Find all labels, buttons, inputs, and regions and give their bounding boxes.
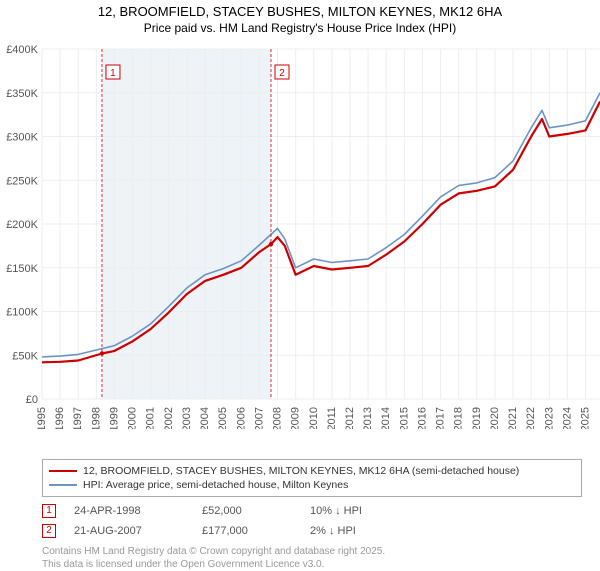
- svg-text:2003: 2003: [181, 407, 193, 429]
- svg-text:2022: 2022: [525, 407, 537, 429]
- svg-text:£200K: £200K: [6, 219, 38, 231]
- svg-text:2025: 2025: [580, 407, 592, 429]
- svg-text:2: 2: [279, 68, 285, 79]
- svg-text:1996: 1996: [54, 407, 66, 429]
- sale-hpi: 2% ↓ HPI: [310, 525, 400, 537]
- svg-text:2017: 2017: [435, 407, 447, 429]
- svg-text:2019: 2019: [471, 407, 483, 429]
- svg-text:2018: 2018: [453, 407, 465, 429]
- svg-text:1: 1: [110, 68, 116, 79]
- svg-text:2001: 2001: [145, 407, 157, 429]
- legend-swatch: [49, 484, 77, 486]
- svg-text:2010: 2010: [308, 407, 320, 429]
- svg-text:2014: 2014: [380, 407, 392, 429]
- svg-text:£50K: £50K: [12, 350, 38, 362]
- svg-text:£150K: £150K: [6, 263, 38, 275]
- svg-text:2004: 2004: [199, 407, 211, 429]
- svg-text:£350K: £350K: [6, 88, 38, 100]
- svg-text:2020: 2020: [489, 407, 501, 429]
- legend-row: 12, BROOMFIELD, STACEY BUSHES, MILTON KE…: [49, 464, 575, 478]
- svg-text:2008: 2008: [272, 407, 284, 429]
- svg-text:2024: 2024: [561, 407, 573, 429]
- chart-container: 12, BROOMFIELD, STACEY BUSHES, MILTON KE…: [0, 0, 600, 560]
- legend-label: HPI: Average price, semi-detached house,…: [83, 479, 348, 491]
- svg-text:2009: 2009: [290, 407, 302, 429]
- sale-row: 2 21-AUG-2007 £177,000 2% ↓ HPI: [42, 521, 600, 541]
- svg-text:2021: 2021: [507, 407, 519, 429]
- svg-text:2015: 2015: [398, 407, 410, 429]
- legend-row: HPI: Average price, semi-detached house,…: [49, 478, 575, 492]
- sale-date: 21-AUG-2007: [74, 525, 184, 537]
- legend-box: 12, BROOMFIELD, STACEY BUSHES, MILTON KE…: [42, 459, 582, 497]
- svg-text:£300K: £300K: [6, 131, 38, 143]
- svg-text:2000: 2000: [127, 407, 139, 429]
- sale-date: 24-APR-1998: [74, 505, 184, 517]
- chart-svg: £0 £50K £100K £150K £200K £250K £300K £350K £400…: [0, 39, 600, 429]
- sales-list: 1 24-APR-1998 £52,000 10% ↓ HPI 2 21-AUG-2007…: [0, 501, 600, 541]
- svg-text:2023: 2023: [543, 407, 555, 429]
- chart-title: 12, BROOMFIELD, STACEY BUSHES, MILTON KE…: [0, 0, 600, 21]
- svg-text:2002: 2002: [163, 407, 175, 429]
- attribution: Contains HM Land Registry data © Crown c…: [42, 541, 600, 571]
- chart-plot-area: £0 £50K £100K £150K £200K £250K £300K £350K £400…: [0, 39, 600, 429]
- svg-text:1998: 1998: [90, 407, 102, 429]
- sale-row: 1 24-APR-1998 £52,000 10% ↓ HPI: [42, 501, 600, 521]
- svg-text:2011: 2011: [326, 407, 338, 429]
- svg-text:2006: 2006: [235, 407, 247, 429]
- svg-text:2005: 2005: [217, 407, 229, 429]
- svg-text:£100K: £100K: [6, 306, 38, 318]
- svg-text:£0: £0: [26, 394, 38, 406]
- svg-text:1997: 1997: [72, 407, 84, 429]
- sale-marker-icon: 2: [42, 524, 56, 538]
- svg-text:2007: 2007: [253, 407, 265, 429]
- svg-text:2012: 2012: [344, 407, 356, 429]
- svg-text:£400K: £400K: [6, 44, 38, 56]
- svg-text:1999: 1999: [108, 407, 120, 429]
- sale-price: £52,000: [202, 505, 292, 517]
- sale-price: £177,000: [202, 525, 292, 537]
- chart-subtitle: Price paid vs. HM Land Registry's House …: [0, 21, 600, 39]
- legend-label: 12, BROOMFIELD, STACEY BUSHES, MILTON KE…: [83, 465, 519, 477]
- svg-text:1995: 1995: [36, 407, 48, 429]
- attribution-line: Contains HM Land Registry data © Crown c…: [42, 545, 600, 558]
- svg-text:2013: 2013: [362, 407, 374, 429]
- svg-text:£250K: £250K: [6, 175, 38, 187]
- sale-marker-icon: 1: [42, 504, 56, 518]
- legend-swatch: [49, 470, 77, 472]
- svg-text:2016: 2016: [416, 407, 428, 429]
- sale-hpi: 10% ↓ HPI: [310, 505, 400, 517]
